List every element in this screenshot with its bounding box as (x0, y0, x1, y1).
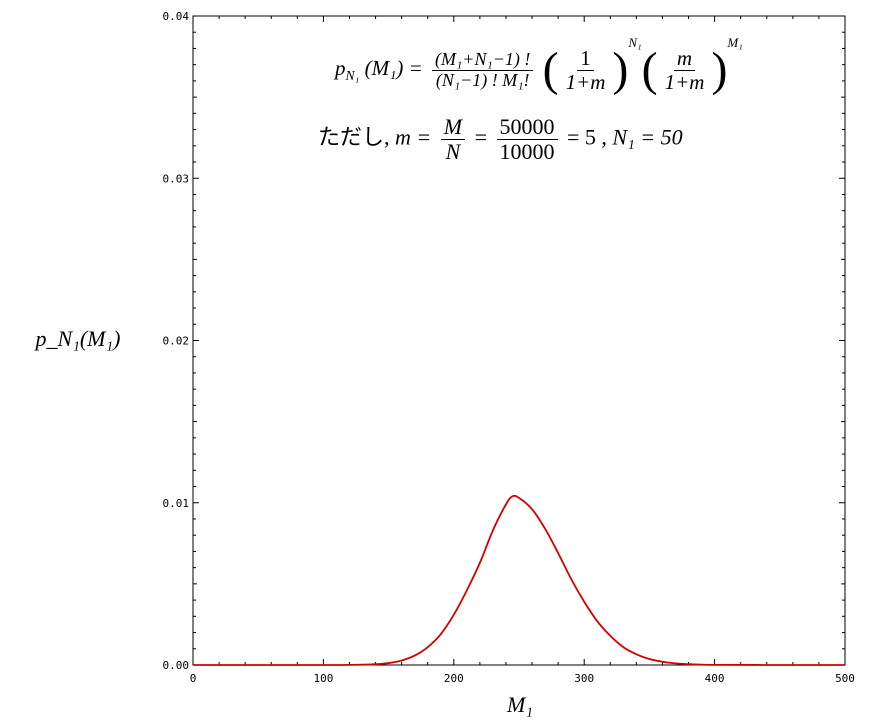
formula-exponent-2: M₁ (727, 35, 743, 50)
x-tick-label: 0 (190, 672, 197, 685)
y-axis-label: p_N₁(M₁) (34, 326, 121, 351)
formula-fraction-2-num: 1 (577, 46, 594, 71)
y-tick-label: 0.02 (163, 335, 190, 348)
formula-fraction-3-num: m (673, 46, 696, 71)
formula-fraction-3: m 1+m (662, 46, 708, 94)
condition-fraction-value-num: 50000 (496, 114, 558, 141)
x-tick-label: 300 (574, 672, 594, 685)
condition-eq: = (474, 124, 487, 150)
x-tick-label: 500 (835, 672, 855, 685)
series-group (193, 494, 845, 666)
y-tick-label: 0.01 (163, 497, 190, 510)
condition-fraction-value: 50000 10000 (496, 114, 558, 165)
formula-exponent-1: N₁ (628, 35, 642, 50)
x-axis-label: M₁ (506, 692, 533, 717)
condition-fraction-m-num: M (440, 114, 466, 141)
paren-open-icon: ( (542, 43, 559, 97)
formula-fraction-1-num: (M₁+N₁−1) ! (432, 49, 534, 71)
condition-fraction-m: M N (440, 114, 466, 165)
formula-fraction-1: (M₁+N₁−1) ! (N₁−1) ! M₁! (432, 49, 534, 91)
condition-fraction-m-den: N (445, 139, 461, 165)
tick-labels: 0 100 200 300 400 500 0.00 0.01 0.02 0.03 0.04 (163, 10, 855, 685)
y-tick-label: 0.04 (163, 10, 190, 23)
condition-n1: N₁ = 50 (612, 124, 683, 150)
condition-fraction-value-den: 10000 (499, 139, 555, 165)
formula: pN₁ (M₁) = (M₁+N₁−1) ! (N₁−1) ! M₁! ( 1 … (335, 35, 743, 94)
formula-fraction-3-den: 1+m (664, 69, 705, 94)
condition-m: m = (395, 124, 432, 150)
series-line-0 (193, 494, 845, 666)
formula-lhs-sub: N₁ (345, 68, 360, 84)
x-tick-label: 200 (444, 672, 464, 685)
formula-fraction-2-den: 1+m (565, 69, 606, 94)
formula-lhs-arg: (M₁) = (364, 56, 423, 80)
paren-close-icon: ) (612, 43, 629, 97)
x-tick-label: 100 (313, 672, 333, 685)
tick-marks (192, 15, 846, 666)
y-tick-label: 0.03 (163, 172, 190, 185)
paren-close-icon: ) (711, 43, 728, 97)
paren-open-icon: ( (641, 43, 658, 97)
condition-result: = 5 , (567, 124, 607, 150)
condition: ただし, m = M N = 50000 10000 = 5 , N₁ = 50 (318, 114, 683, 165)
condition-prefix: ただし, (318, 124, 390, 150)
y-tick-label: 0.00 (163, 659, 190, 672)
formula-fraction-2: 1 1+m (563, 46, 609, 94)
x-tick-label: 400 (705, 672, 725, 685)
formula-fraction-1-den: (N₁−1) ! M₁! (435, 69, 530, 90)
formula-lhs: p (335, 56, 346, 80)
